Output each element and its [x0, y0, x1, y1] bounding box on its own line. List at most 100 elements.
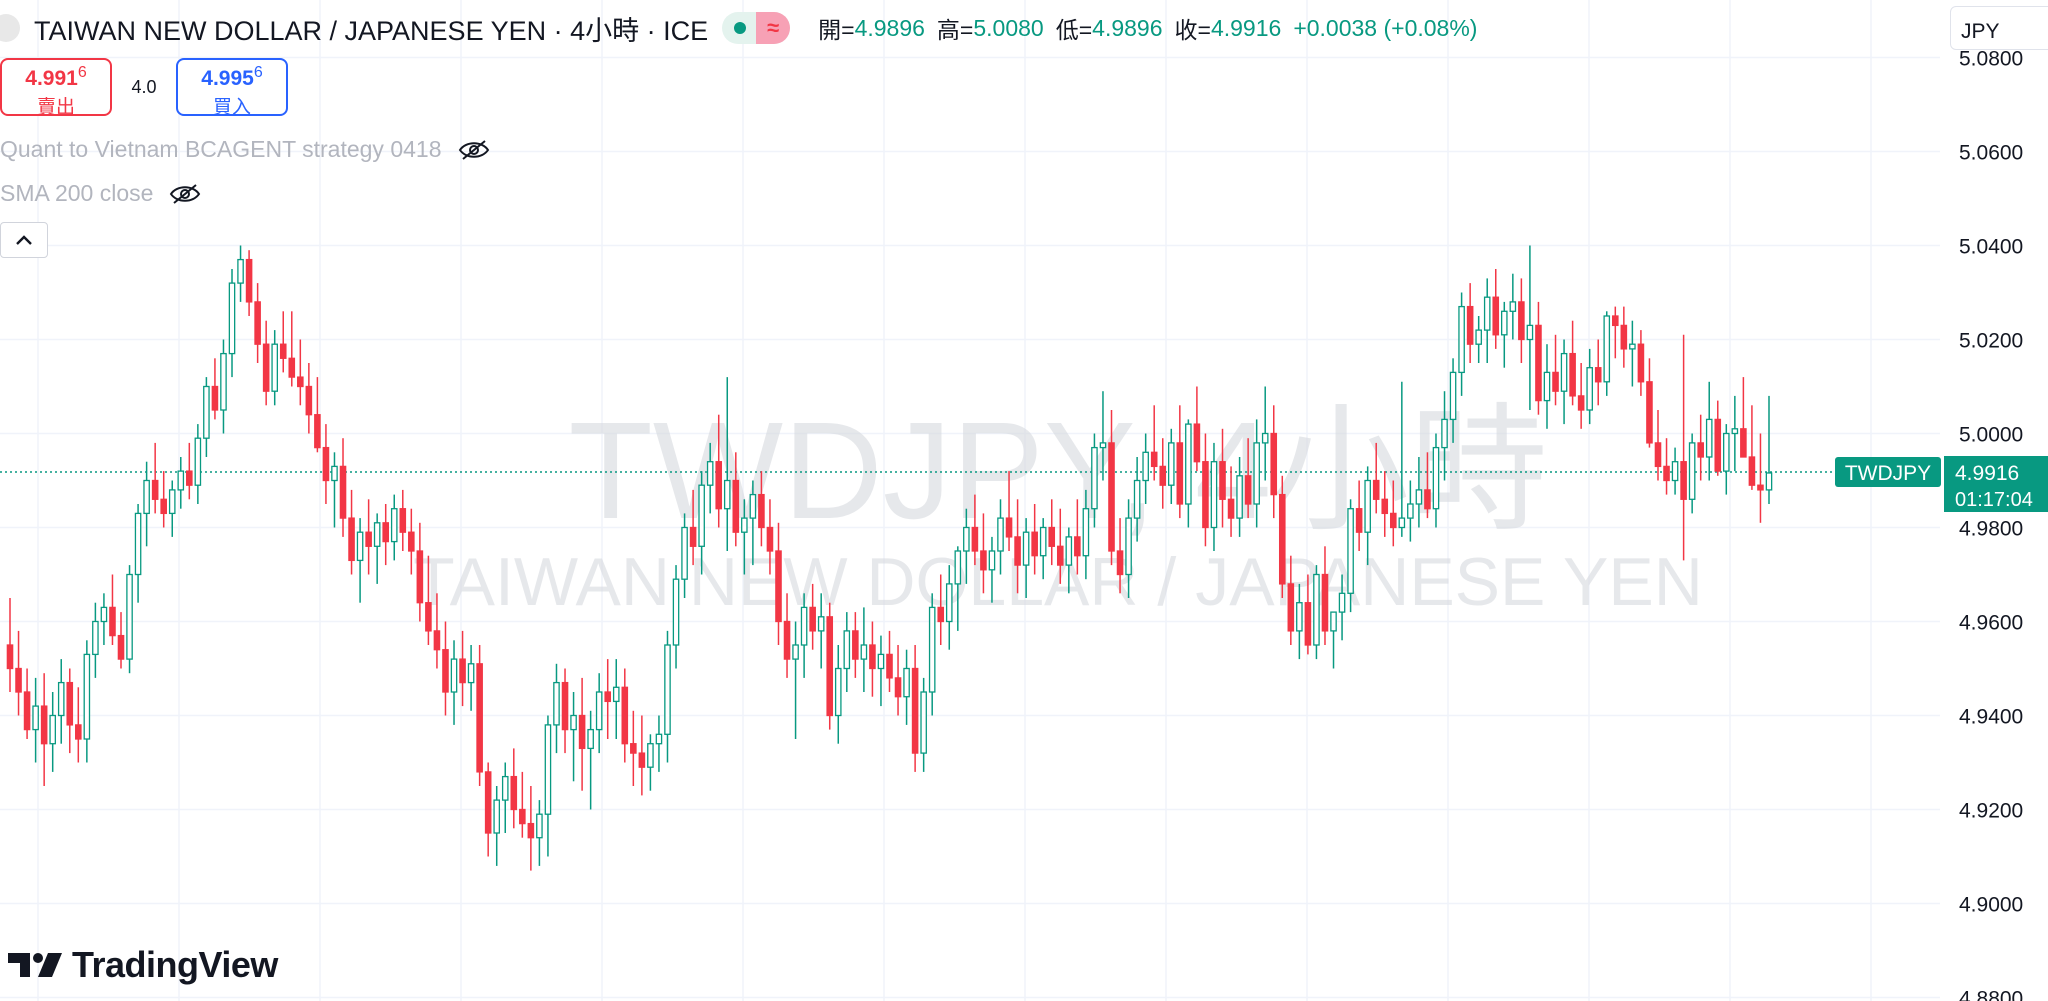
candle-body: [587, 728, 594, 750]
market-status-pill[interactable]: ≈: [722, 12, 791, 44]
candle-body: [826, 616, 834, 717]
symbol-title[interactable]: TAIWAN NEW DOLLAR / JAPANESE YEN · 4小時 ·…: [34, 15, 709, 46]
candle: [1313, 565, 1320, 660]
candle-body: [1714, 418, 1722, 472]
candle-body: [390, 508, 398, 543]
candle: [1065, 527, 1073, 594]
candle: [630, 710, 637, 786]
candle: [1355, 480, 1363, 551]
candle-body: [66, 681, 74, 726]
currency-button[interactable]: JPY: [1950, 6, 2048, 50]
candle-body: [1552, 371, 1559, 392]
candle-body: [339, 465, 347, 519]
candle-body: [1355, 508, 1363, 533]
candle-body: [1577, 395, 1585, 411]
tradingview-logo[interactable]: TradingView: [8, 944, 278, 986]
candle-body: [997, 517, 1004, 552]
strategy-label[interactable]: Quant to Vietnam BCAGENT strategy 0418: [0, 136, 442, 162]
candle-body: [1748, 456, 1756, 486]
candle-body: [1372, 479, 1380, 500]
sell-button[interactable]: 4.9916 賣出: [0, 58, 112, 118]
candle: [425, 555, 432, 645]
candle: [459, 630, 466, 707]
candle-body: [1167, 442, 1175, 486]
candle-body: [1483, 296, 1491, 331]
candle-body: [1347, 508, 1354, 594]
tradingview-logo-icon: [8, 953, 62, 977]
candle: [1014, 499, 1021, 594]
candle-body: [160, 498, 167, 515]
candle-body: [1500, 310, 1508, 336]
candle: [476, 645, 483, 786]
candle-body: [1091, 446, 1098, 510]
candle: [1594, 339, 1602, 406]
candle-body: [758, 493, 765, 529]
candle: [245, 250, 253, 316]
candle: [66, 668, 74, 754]
candle: [553, 663, 560, 754]
eye-hidden-icon[interactable]: [458, 138, 490, 162]
candle: [1492, 269, 1500, 349]
candle-body: [630, 743, 637, 754]
candle-body: [92, 620, 99, 656]
y-tick-label: 4.9400: [1959, 706, 2023, 729]
candle-body: [1313, 573, 1320, 646]
candle-body: [792, 644, 799, 660]
candle-body: [1475, 329, 1482, 345]
candle: [433, 593, 441, 669]
candle-body: [1688, 442, 1696, 500]
candle: [621, 668, 629, 763]
candle-body: [322, 446, 330, 482]
candle: [228, 269, 236, 378]
candle-body: [1210, 461, 1218, 529]
candle: [672, 565, 680, 669]
candle-body: [612, 686, 620, 703]
candle-body: [1765, 472, 1773, 491]
candle-body: [501, 775, 509, 801]
change-value: +0.0038 (+0.08%): [1293, 14, 1478, 41]
y-tick-label: 4.9600: [1959, 612, 2023, 635]
candle: [1646, 358, 1653, 448]
price-tag-group: TWDJPY 4.9916 01:17:04: [1835, 456, 2048, 512]
candle: [1125, 499, 1132, 598]
candle-body: [1270, 432, 1278, 496]
candle-body: [852, 630, 859, 660]
candle-body: [442, 649, 449, 693]
candle-body: [1236, 475, 1243, 519]
close-label: 收=: [1174, 17, 1211, 43]
candle-body: [484, 771, 492, 834]
candle: [826, 602, 834, 730]
candle: [852, 612, 859, 678]
candle-body: [1526, 324, 1534, 341]
candle-body: [664, 644, 671, 735]
y-tick-label: 4.9000: [1959, 894, 2023, 917]
candle: [288, 311, 296, 387]
candle: [254, 283, 261, 363]
candle-body: [348, 517, 355, 562]
candle-body: [689, 526, 697, 547]
buy-button[interactable]: 4.9956 買入: [176, 58, 288, 118]
candle: [331, 452, 338, 528]
sma-label[interactable]: SMA 200 close: [0, 180, 154, 206]
candle: [1629, 320, 1636, 387]
candle-body: [877, 653, 885, 670]
candle-body: [578, 714, 586, 750]
candle: [15, 630, 22, 716]
candle: [527, 786, 535, 871]
price-axis: 5.0800 5.0600 5.0400 5.0200 5.0000 4.9800 4.96…: [1959, 48, 2023, 1001]
eye-hidden-icon[interactable]: [169, 182, 201, 206]
candle: [1475, 316, 1482, 363]
candle-body: [1338, 592, 1346, 613]
candle: [1022, 518, 1030, 598]
candle: [681, 513, 688, 598]
candle-body: [894, 677, 902, 698]
candle: [877, 635, 885, 707]
candle: [493, 786, 501, 866]
candle-body: [1159, 465, 1167, 486]
candle-body: [100, 606, 108, 623]
candle: [1697, 414, 1704, 481]
buy-price-sup: 6: [253, 64, 263, 81]
candle: [1304, 574, 1312, 655]
collapse-indicators-button[interactable]: [0, 222, 48, 258]
